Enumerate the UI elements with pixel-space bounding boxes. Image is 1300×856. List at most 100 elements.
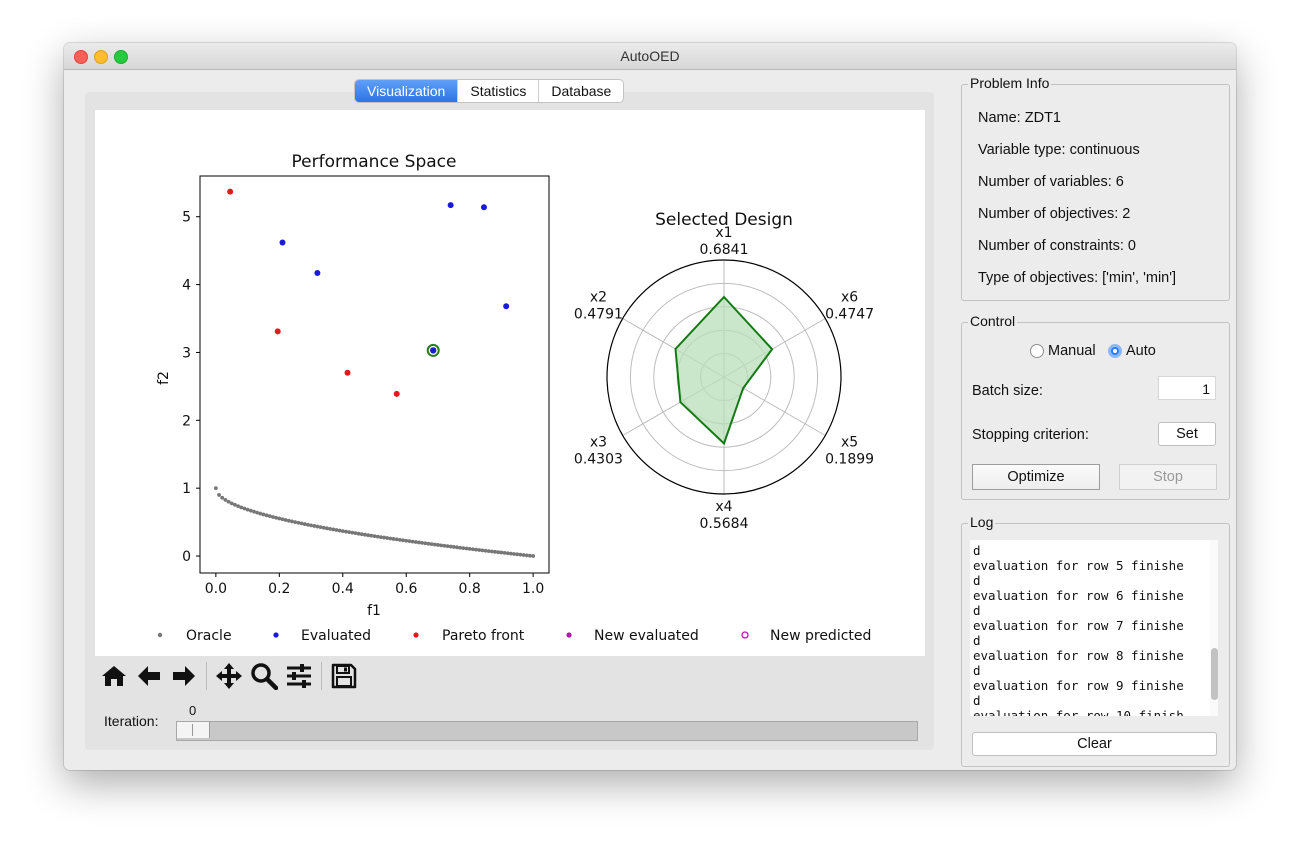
evaluated-point [447, 202, 454, 209]
log-scrollbar[interactable] [1210, 540, 1218, 716]
oracle-point [236, 504, 240, 509]
iteration-slider-handle[interactable] [177, 722, 210, 738]
close-window-button[interactable] [74, 50, 88, 64]
oracle-point [277, 516, 282, 521]
zoom-window-button[interactable] [114, 50, 128, 64]
save-button[interactable] [330, 662, 358, 690]
legend-new-evaluated-marker [566, 632, 572, 638]
oracle-point [366, 533, 371, 538]
radar-axis-value: 0.1899 [825, 452, 874, 468]
radar-axis-value: 0.4303 [574, 452, 623, 468]
log-group: Log d evaluation for row 5 finishe d eva… [961, 514, 1230, 767]
problem-info-title: Problem Info [968, 75, 1052, 91]
oracle-point [233, 502, 237, 507]
figure-svg: Performance Space 0.0 0.2 0.4 0.6 0.8 1.0 0 1 2… [156, 152, 874, 644]
radar-axis-label: x4 0.5684 [700, 499, 749, 532]
oracle-point [283, 518, 288, 522]
oracle-point [347, 530, 352, 535]
oracle-point [280, 517, 285, 522]
oracle-point [312, 524, 317, 528]
tab-visualization[interactable]: Visualization [355, 80, 458, 102]
evaluated-point [480, 204, 487, 211]
forward-button[interactable] [170, 662, 198, 690]
back-arrow-icon [138, 666, 160, 686]
control-group: Control Manual Auto Batch size: 1 Stoppi… [961, 313, 1230, 500]
radar-outer-ring [606, 259, 842, 495]
oracle-point [445, 544, 450, 549]
oracle-point [245, 507, 250, 512]
configure-subplots-button[interactable] [285, 662, 313, 690]
oracle-point [432, 542, 437, 547]
oracle-point [318, 525, 323, 530]
oracle-point [337, 528, 342, 533]
oracle-point [229, 501, 234, 506]
oracle-point [223, 498, 228, 502]
oracle-point [344, 529, 348, 534]
oracle-point [480, 548, 485, 553]
pareto-front-point [227, 188, 234, 195]
oracle-point [261, 512, 266, 517]
oracle-point [267, 514, 272, 519]
performance-chart: Performance Space 0.0 0.2 0.4 0.6 0.8 1.0 0 1 2… [156, 152, 550, 619]
pan-button[interactable] [215, 662, 243, 690]
oracle-point [293, 520, 298, 525]
legend-evaluated-marker [273, 632, 279, 638]
oracle-point [474, 547, 478, 552]
oracle-point [363, 532, 367, 537]
pareto-front-point [344, 369, 351, 376]
iteration-slider[interactable] [176, 721, 918, 741]
radar-axis-label: x1 0.6841 [700, 225, 749, 258]
oracle-point [489, 549, 494, 554]
tab-database[interactable]: Database [538, 80, 623, 102]
log-scrollbar-thumb[interactable] [1211, 648, 1218, 700]
iteration-label: Iteration: [104, 713, 159, 729]
chart-legend: Oracle Evaluated Pareto front New evalua… [157, 628, 871, 644]
oracle-point [385, 536, 390, 540]
legend-oracle-marker [157, 632, 163, 638]
figure-canvas[interactable]: Performance Space 0.0 0.2 0.4 0.6 0.8 1.0 0 1 2… [95, 110, 925, 656]
oracle-point [493, 549, 497, 554]
radar-axis-label: x5 0.1899 [825, 435, 874, 468]
oracle-point [375, 534, 380, 539]
clear-log-button[interactable]: Clear [972, 732, 1217, 756]
oracle-point [226, 499, 231, 504]
radar-axis-name: x1 [715, 225, 732, 241]
legend-new-predicted-marker [741, 631, 749, 639]
oracle-point [423, 541, 428, 546]
auto-radio[interactable]: Auto [1108, 343, 1156, 359]
oracle-point [413, 540, 418, 544]
home-button[interactable] [100, 662, 128, 690]
radar-axis-name: x5 [841, 435, 858, 451]
radar-axis-value: 0.5684 [700, 516, 749, 532]
set-stopping-criterion-button[interactable]: Set [1158, 422, 1216, 446]
oracle-point [467, 546, 472, 551]
tab-statistics[interactable]: Statistics [457, 80, 538, 102]
oracle-point [518, 552, 523, 557]
title-bar: AutoOED [64, 43, 1236, 70]
oracle-point [299, 521, 304, 526]
auto-radio-label: Auto [1126, 343, 1156, 359]
type-of-objectives: Type of objectives: ['min', 'min'] [978, 270, 1177, 286]
oracle-point [264, 513, 269, 518]
batch-size-input[interactable]: 1 [1158, 376, 1216, 400]
y-tick-label: 3 [182, 345, 191, 361]
oracle-point [524, 553, 529, 558]
zoom-button[interactable] [250, 662, 278, 690]
back-button[interactable] [135, 662, 163, 690]
minimize-window-button[interactable] [94, 50, 108, 64]
log-text-area[interactable]: d evaluation for row 5 finishe d evaluat… [970, 540, 1218, 716]
radar-chart-title: Selected Design [655, 210, 793, 230]
scatter-points[interactable] [213, 188, 536, 558]
control-title: Control [968, 313, 1018, 329]
stop-button[interactable]: Stop [1119, 464, 1217, 490]
optimize-button[interactable]: Optimize [972, 464, 1100, 490]
x-axis-label: f1 [367, 603, 381, 619]
oracle-point [404, 538, 409, 543]
x-tick-label: 0.8 [459, 581, 481, 597]
manual-radio[interactable]: Manual [1030, 343, 1096, 359]
zoom-icon [251, 663, 278, 690]
number-of-objectives: Number of objectives: 2 [978, 206, 1131, 222]
oracle-point [531, 554, 536, 558]
y-tick-label: 2 [182, 413, 191, 429]
oracle-point [496, 550, 501, 555]
